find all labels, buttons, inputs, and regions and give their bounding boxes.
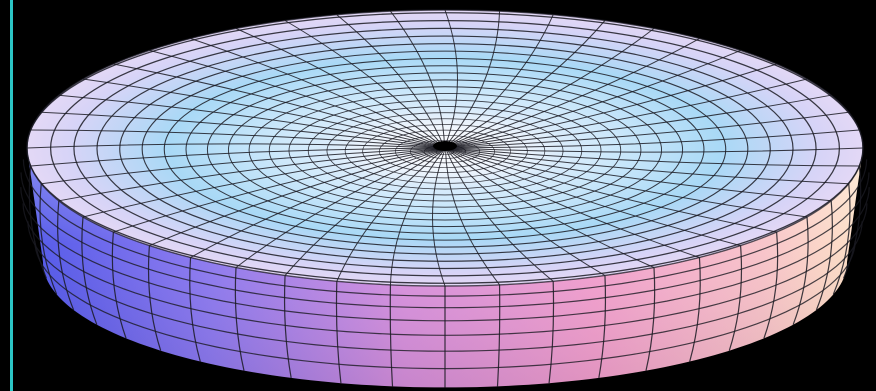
top-spoke-line	[113, 148, 442, 233]
top-spoke-line	[390, 10, 445, 147]
top-spoke-line	[235, 148, 444, 268]
top-spoke-line	[30, 129, 442, 149]
top-spoke-line	[58, 148, 442, 202]
top-spoke-line	[445, 14, 554, 147]
side-meridian-line	[832, 183, 851, 295]
side-meridian-line	[283, 275, 292, 378]
top-spoke-line	[336, 149, 445, 282]
top-ring-line	[49, 19, 841, 277]
side-meridian-line	[645, 267, 656, 371]
top-spoke-line	[446, 28, 655, 148]
side-ring-line	[34, 240, 856, 370]
side-meridian-line	[39, 183, 58, 295]
top-spoke-line	[26, 143, 442, 149]
top-spoke-line	[448, 78, 808, 148]
top-spoke-line	[82, 148, 442, 218]
top-spoke-line	[448, 63, 777, 148]
top-spoke-line	[448, 111, 849, 149]
top-ring-line	[248, 86, 642, 214]
side-meridian-line	[598, 275, 607, 378]
top-spoke-line	[446, 20, 606, 148]
top-spoke-line	[445, 149, 554, 282]
top-spoke-line	[284, 148, 444, 276]
top-spoke-line	[41, 111, 442, 149]
top-spoke-line	[447, 148, 700, 258]
side-ring-line	[22, 203, 868, 336]
top-ring-line	[268, 93, 622, 208]
torus-center-hole	[433, 141, 457, 151]
top-spoke-line	[58, 94, 442, 148]
top-spoke-line	[448, 148, 808, 218]
side-meridian-line	[189, 257, 201, 362]
top-spoke-line	[149, 148, 443, 247]
top-ring-line	[73, 27, 817, 270]
top-rim-line	[26, 9, 864, 287]
side-wireframe	[20, 159, 870, 388]
top-spoke-line	[445, 149, 500, 286]
side-ring-line	[22, 159, 868, 297]
side-meridian-line	[843, 165, 862, 279]
top-spoke-line	[235, 28, 444, 148]
top-spoke-line	[447, 49, 741, 148]
top-spoke-line	[448, 129, 860, 149]
top-spoke-line	[447, 148, 741, 247]
top-spoke-line	[446, 148, 655, 268]
top-ring-line	[206, 72, 684, 228]
side-meridian-line	[728, 245, 743, 351]
top-spoke-line	[448, 148, 832, 202]
top-ring-line	[185, 65, 705, 234]
top-spoke-line	[446, 149, 606, 276]
side-meridian-line	[689, 257, 701, 362]
side-meridian-line	[147, 245, 162, 351]
top-spoke-line	[445, 11, 501, 147]
top-spoke-line	[149, 49, 443, 148]
top-spoke-line	[336, 14, 445, 147]
side-ring-line	[20, 187, 870, 322]
top-spoke-line	[444, 9, 459, 147]
top-spoke-line	[190, 148, 443, 258]
top-spoke-line	[82, 78, 442, 148]
top-spoke-line	[448, 147, 864, 153]
top-spoke-line	[41, 147, 442, 185]
top-ring-line	[163, 57, 727, 241]
top-spoke-line	[448, 94, 832, 148]
top-spoke-line	[190, 38, 443, 148]
top-ring-line	[362, 124, 528, 179]
side-meridian-line	[234, 267, 245, 371]
top-spoke-line	[431, 149, 446, 287]
top-spoke-line	[448, 147, 860, 167]
top-spoke-line	[389, 149, 445, 285]
side-meridian-line	[335, 281, 342, 384]
side-meridian-line	[389, 284, 394, 387]
top-spoke-line	[448, 148, 777, 233]
side-meridian-line	[548, 281, 555, 384]
top-ring-line	[119, 43, 771, 255]
top-ring-line	[141, 50, 749, 248]
top-spoke-line	[113, 63, 442, 148]
top-spoke-line	[30, 147, 442, 167]
side-meridian-line	[496, 284, 501, 387]
top-ring-line	[96, 35, 794, 262]
top-ring-line	[227, 79, 663, 221]
side-ring-line	[27, 221, 863, 352]
accent-bar	[10, 0, 13, 391]
top-spoke-line	[448, 147, 849, 185]
top-spoke-line	[284, 20, 444, 147]
side-ring-line	[20, 172, 870, 309]
side-meridian-line	[28, 165, 47, 279]
top-spoke-line	[447, 38, 700, 148]
top-wireframe	[26, 9, 864, 287]
